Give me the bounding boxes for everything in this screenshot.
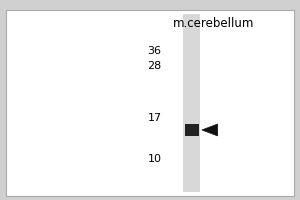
Text: m.cerebellum: m.cerebellum — [173, 17, 254, 30]
Bar — [183, 14, 200, 192]
Text: 28: 28 — [147, 61, 161, 71]
Bar — [185, 124, 199, 136]
Polygon shape — [202, 124, 218, 136]
Text: 10: 10 — [148, 154, 161, 164]
Text: 17: 17 — [147, 113, 161, 123]
Text: 36: 36 — [148, 46, 161, 56]
